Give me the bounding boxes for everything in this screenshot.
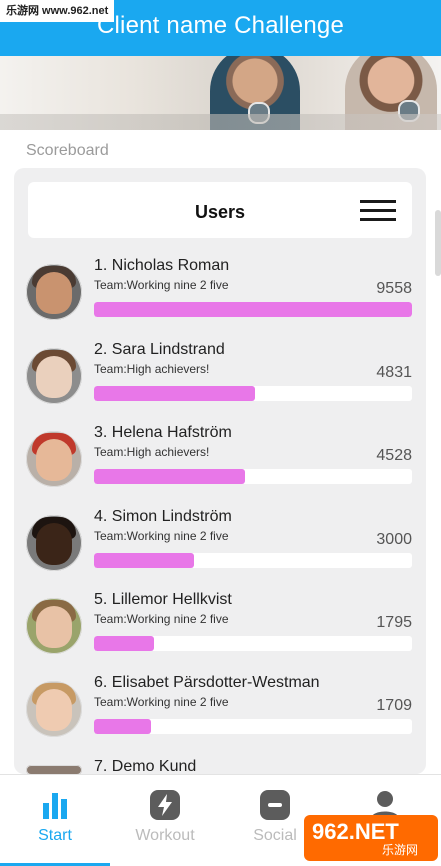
leaderboard-row[interactable]: 6. Elisabet Pärsdotter-Westman Team:Work…: [14, 674, 426, 765]
progress-bar: [94, 719, 412, 734]
progress-fill: [94, 302, 412, 317]
progress-bar: [94, 386, 412, 401]
user-team: Team:High achievers!: [94, 362, 210, 376]
section-label-scoreboard: Scoreboard: [26, 142, 109, 159]
avatar: [26, 765, 82, 775]
progress-fill: [94, 469, 245, 484]
progress-bar: [94, 553, 412, 568]
user-team: Team:Working nine 2 five: [94, 612, 229, 626]
lightning-icon: [150, 790, 180, 820]
user-score: 3000: [376, 531, 412, 548]
progress-bar: [94, 636, 412, 651]
progress-fill: [94, 386, 255, 401]
users-card: Users: [28, 182, 412, 238]
leaderboard-row[interactable]: 2. Sara Lindstrand Team:High achievers! …: [14, 341, 426, 432]
avatar: [26, 681, 82, 737]
nav-workout[interactable]: Workout: [110, 775, 220, 866]
watermark-badge: 962.NET 乐游网: [304, 815, 438, 861]
user-name: 1. Nicholas Roman: [94, 257, 230, 274]
nav-start[interactable]: Start: [0, 775, 110, 866]
user-name: 7. Demo Kund: [94, 758, 197, 775]
nav-social[interactable]: Social: [220, 775, 330, 866]
progress-bar: [94, 302, 412, 317]
user-team: Team:High achievers!: [94, 445, 210, 459]
scroll-indicator[interactable]: [435, 210, 441, 276]
header-title: Client name Challenge: [96, 12, 344, 39]
progress-bar: [94, 469, 412, 484]
user-name: 3. Helena Hafström: [94, 424, 232, 441]
leaderboard-row[interactable]: 3. Helena Hafström Team:High achievers! …: [14, 424, 426, 515]
badge-subtitle: 乐游网: [382, 843, 419, 857]
nav-label-start: Start: [38, 827, 72, 844]
user-name: 4. Simon Lindström: [94, 508, 232, 525]
progress-fill: [94, 719, 151, 734]
user-name: 5. Lillemor Hellkvist: [94, 591, 232, 608]
user-team: Team:Working nine 2 five: [94, 278, 229, 292]
avatar: [26, 264, 82, 320]
user-score: 1709: [376, 697, 412, 714]
bar-chart-icon: [43, 793, 67, 819]
leaderboard-row[interactable]: 4. Simon Lindström Team:Working nine 2 f…: [14, 508, 426, 599]
user-score: 4528: [376, 447, 412, 464]
banner-image: [0, 56, 441, 130]
watermark-text: 乐游网 www.962.net: [0, 0, 115, 22]
user-team: Team:Working nine 2 five: [94, 695, 229, 709]
progress-fill: [94, 553, 194, 568]
user-team: Team:Working nine 2 five: [94, 529, 229, 543]
leaderboard-row[interactable]: 1. Nicholas Roman Team:Working nine 2 fi…: [14, 257, 426, 348]
avatar: [26, 598, 82, 654]
user-score: 1795: [376, 614, 412, 631]
app-header: Client name Challenge: [0, 0, 441, 56]
progress-fill: [94, 636, 154, 651]
nav-label-workout: Workout: [135, 827, 195, 844]
leaderboard-row[interactable]: 7. Demo Kund: [14, 758, 426, 775]
user-score: 9558: [376, 280, 412, 297]
user-name: 6. Elisabet Pärsdotter-Westman: [94, 674, 320, 691]
avatar: [26, 431, 82, 487]
nav-label-social: Social: [253, 827, 297, 844]
avatar: [26, 348, 82, 404]
banner-ground: [0, 114, 441, 130]
user-score: 4831: [376, 364, 412, 381]
avatar: [26, 515, 82, 571]
badge-brand: 962.NET: [312, 819, 399, 844]
chat-icon: [260, 790, 290, 820]
users-title: Users: [194, 202, 246, 222]
user-name: 2. Sara Lindstrand: [94, 341, 225, 358]
hamburger-menu-icon[interactable]: [360, 200, 396, 221]
leaderboard-row[interactable]: 5. Lillemor Hellkvist Team:Working nine …: [14, 591, 426, 682]
